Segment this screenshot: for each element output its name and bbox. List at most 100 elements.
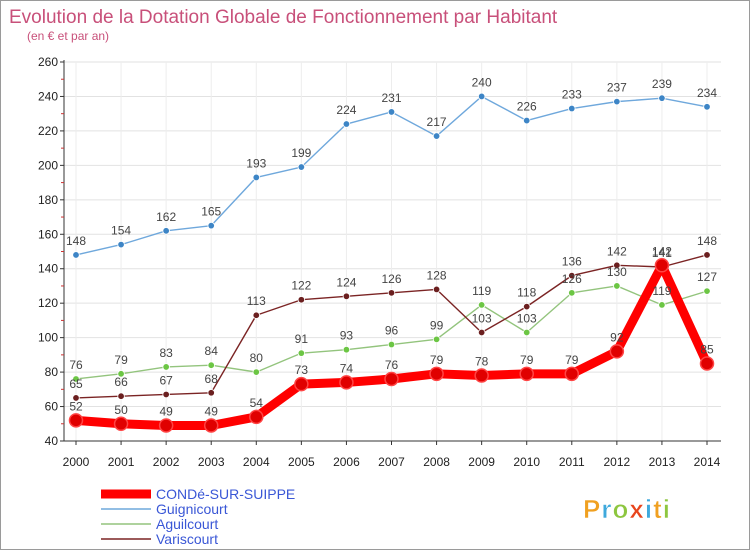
data-label: 165 [201,205,221,219]
y-tick-label: 40 [45,434,59,448]
data-label: 103 [472,311,492,325]
data-point [613,97,621,106]
data-label: 119 [472,284,491,298]
data-label: 142 [607,244,627,258]
data-label: 136 [562,255,582,269]
data-point [207,221,215,230]
y-tick-label: 200 [38,158,58,172]
data-point [523,302,531,311]
data-point [703,251,711,259]
data-label: 231 [381,91,401,105]
x-tick-label: 2008 [423,455,450,469]
data-label: 148 [66,234,86,248]
data-label: 118 [517,286,536,300]
data-point [68,413,84,428]
data-point [474,368,489,383]
data-point [342,120,351,128]
data-point [387,108,396,116]
data-point [613,282,621,290]
legend: CONDé-SUR-SUIPPEGuignicourtAguilcourtVar… [101,486,295,547]
data-label: 162 [156,210,176,224]
x-tick-label: 2011 [559,455,585,469]
data-label: 127 [697,270,717,284]
data-point [387,340,396,349]
data-label: 65 [69,377,83,391]
y-tick-label: 220 [38,124,58,138]
data-label: 73 [295,363,309,377]
x-tick-label: 2000 [63,455,90,469]
data-label: 126 [381,272,401,286]
logo-letter: P [583,494,601,524]
data-point [117,240,125,249]
data-point [117,370,125,378]
data-label: 79 [565,353,579,367]
data-label: 103 [517,311,537,325]
data-point [72,375,80,383]
data-label: 126 [562,272,582,286]
logo-letter: o [612,494,629,524]
logo-letter: i [663,494,671,524]
data-point [429,366,444,382]
data-point [297,296,306,304]
data-label: 68 [205,372,219,386]
data-point [252,311,260,319]
y-tick-label: 60 [45,400,59,414]
y-tick-label: 180 [38,193,58,207]
data-label: 78 [475,355,489,369]
data-label: 76 [69,358,83,372]
x-tick-label: 2006 [333,455,360,469]
data-label: 128 [427,268,447,282]
data-label: 92 [610,330,624,344]
y-tick-label: 80 [45,365,59,379]
data-point [158,418,174,433]
data-label: 239 [652,77,672,91]
chart-subtitle: (en € et par an) [27,29,109,43]
x-tick-label: 2010 [513,455,540,469]
logo-letter: r [601,494,612,524]
data-point [342,345,351,354]
data-point [252,173,260,182]
data-point [297,163,306,171]
x-tick-label: 2012 [604,455,631,469]
data-point [207,389,215,397]
data-label: 113 [247,294,266,308]
data-label: 52 [69,399,83,413]
x-tick-label: 2014 [694,455,721,469]
y-tick-label: 260 [38,55,58,69]
data-label: 224 [336,103,356,117]
data-point [162,390,170,399]
data-point [519,366,534,382]
data-point [203,418,219,433]
data-label: 142 [652,244,672,258]
data-label: 226 [517,100,537,114]
data-label: 66 [114,375,128,389]
legend-label: Aguilcourt [156,516,218,532]
data-point [658,94,666,102]
legend-label: CONDé-SUR-SUIPPE [156,486,295,502]
data-point [609,344,625,359]
data-label: 79 [114,353,128,367]
data-label: 199 [291,146,311,160]
data-point [294,376,309,392]
data-point [432,132,441,140]
data-label: 234 [697,86,717,100]
data-label: 83 [159,346,173,360]
data-label: 154 [111,224,131,238]
y-tick-label: 120 [38,296,58,310]
data-label: 93 [340,329,354,343]
data-point [432,285,441,294]
x-tick-label: 2003 [198,455,225,469]
data-label: 217 [427,115,447,129]
data-label: 49 [159,404,173,418]
data-point [72,394,80,402]
logo-letter: t [653,494,663,524]
x-tick-label: 2007 [378,455,405,469]
chart-title: Evolution de la Dotation Globale de Fonc… [9,7,558,28]
data-point [339,375,354,390]
data-label: 193 [246,156,266,170]
data-label: 141 [652,246,672,260]
data-point [699,356,715,371]
legend-label: Guignicourt [156,501,228,517]
x-tick-label: 2004 [243,455,270,469]
data-point [477,92,486,101]
